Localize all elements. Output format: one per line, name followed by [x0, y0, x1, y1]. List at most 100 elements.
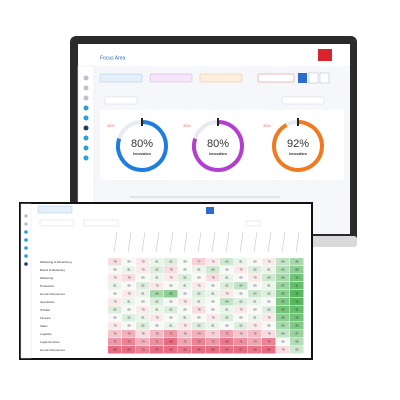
- dropdown[interactable]: [281, 96, 325, 105]
- cell-value: 80: [127, 324, 131, 328]
- page-title: Focus Area: [100, 55, 126, 61]
- gauge-value: 80%: [131, 138, 153, 150]
- button[interactable]: [319, 72, 330, 84]
- filter-chip[interactable]: [149, 73, 193, 83]
- cell-value: 80: [127, 308, 131, 312]
- cell: [136, 346, 150, 354]
- filter-chip[interactable]: [37, 205, 73, 214]
- cell: [164, 306, 178, 314]
- cell-value: 79: [155, 316, 159, 320]
- cell-value: 80: [183, 308, 187, 312]
- row-label: Operations: [40, 300, 55, 304]
- cell-value: 77: [211, 332, 215, 336]
- gauge-caption: Innovation: [289, 152, 307, 156]
- cell-value: 71: [239, 340, 243, 344]
- cell: [248, 258, 262, 266]
- filter-chip[interactable]: [99, 73, 143, 83]
- cell-value: 80: [253, 308, 257, 312]
- cell: [164, 338, 178, 346]
- cell-value: 70: [141, 348, 145, 352]
- cell-value: 82: [239, 300, 243, 304]
- cell: [108, 346, 122, 354]
- cell: [206, 274, 220, 282]
- gauge-arc: [192, 120, 244, 172]
- cell-value: 80: [183, 260, 187, 264]
- cell-value: 80: [239, 292, 243, 296]
- cell-value: 82: [127, 316, 131, 320]
- cell-value: 81: [141, 292, 145, 296]
- cell: [220, 258, 234, 266]
- cell: [150, 314, 164, 322]
- cell: [262, 306, 276, 314]
- cell-value: 80: [211, 300, 215, 304]
- cell: [192, 290, 206, 298]
- cell-value: 78: [197, 308, 201, 312]
- cell-value: 74: [197, 332, 201, 336]
- cell-value: 65: [169, 348, 173, 352]
- cell-value: 89: [295, 324, 299, 328]
- dropdown[interactable]: [245, 220, 261, 227]
- cell-value: 71: [155, 340, 159, 344]
- cell: [220, 346, 234, 354]
- filter-chip[interactable]: [257, 73, 295, 83]
- cell: [192, 258, 206, 266]
- button[interactable]: [298, 73, 307, 83]
- cell-value: 90: [295, 276, 299, 280]
- cell: [290, 290, 304, 298]
- cell-value: 76: [239, 332, 243, 336]
- cell: [108, 282, 122, 290]
- cell-value: 80: [197, 276, 201, 280]
- cell-value: 64: [225, 348, 229, 352]
- row-label: Human Resources: [40, 292, 65, 296]
- cell-value: 67: [239, 348, 243, 352]
- cell: [108, 290, 122, 298]
- cell: [276, 274, 290, 282]
- cell-value: 81: [155, 276, 159, 280]
- cell: [234, 290, 248, 298]
- cell: [206, 290, 220, 298]
- dropdown[interactable]: [39, 219, 75, 227]
- cell-value: 82: [197, 292, 201, 296]
- cell-value: 81: [155, 308, 159, 312]
- cell: [276, 338, 290, 346]
- cell: [178, 282, 192, 290]
- cell: [276, 314, 290, 322]
- gauge-target: 81%: [183, 124, 190, 128]
- cell-value: 70: [197, 340, 201, 344]
- cell: [206, 258, 220, 266]
- cell-value: 79: [253, 276, 257, 280]
- button[interactable]: [206, 207, 214, 214]
- cell: [164, 322, 178, 330]
- cell-value: 80: [225, 268, 229, 272]
- cell-value: 66: [127, 348, 131, 352]
- column-header: [225, 231, 230, 253]
- cell-value: 83: [253, 292, 257, 296]
- cell-value: 82: [141, 324, 145, 328]
- gauge-arc: [272, 120, 324, 172]
- cell-value: 66: [267, 348, 271, 352]
- cell-value: 80: [113, 268, 117, 272]
- cell-value: 70: [267, 340, 271, 344]
- cell: [206, 322, 220, 330]
- filter-chip[interactable]: [199, 73, 243, 83]
- top-bar: [78, 44, 350, 66]
- cell-value: 79: [239, 268, 243, 272]
- cell-value: 79: [183, 300, 187, 304]
- cell: [150, 282, 164, 290]
- cell-value: 81: [183, 284, 187, 288]
- cell-value: 80: [113, 292, 117, 296]
- cell: [276, 290, 290, 298]
- dropdown[interactable]: [104, 96, 138, 105]
- cell-value: 78: [113, 260, 117, 264]
- cell-value: 80: [183, 268, 187, 272]
- cell-value: 69: [253, 348, 257, 352]
- cell: [262, 330, 276, 338]
- cell-value: 79: [155, 284, 159, 288]
- cell-value: 81: [239, 260, 243, 264]
- cell-value: 86: [295, 260, 299, 264]
- cell-value: 80: [169, 316, 173, 320]
- button[interactable]: [308, 72, 319, 84]
- dropdown[interactable]: [83, 219, 119, 227]
- row-label: Finance: [40, 316, 51, 320]
